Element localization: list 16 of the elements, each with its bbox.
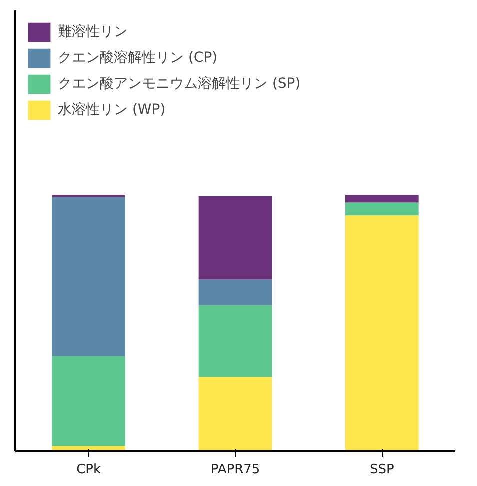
x-tick-label: PAPR75 [210, 462, 260, 478]
legend-label: 水溶性リン (WP) [58, 101, 166, 119]
bar [198, 305, 272, 378]
x-tick-label: CPk [76, 462, 102, 478]
legend-label: クエン酸アンモニウム溶解性リン (SP) [58, 75, 301, 93]
x-tick-label: SSP [370, 462, 394, 478]
bar [198, 377, 272, 452]
bar [198, 196, 272, 280]
legend-label: クエン酸溶解性リン (CP) [58, 49, 218, 67]
bar [346, 202, 419, 216]
bar [346, 195, 419, 203]
bar [52, 356, 126, 446]
bar [52, 197, 126, 356]
bar [346, 216, 419, 452]
bar [198, 280, 272, 306]
legend-label: 難溶性リン [58, 23, 128, 41]
